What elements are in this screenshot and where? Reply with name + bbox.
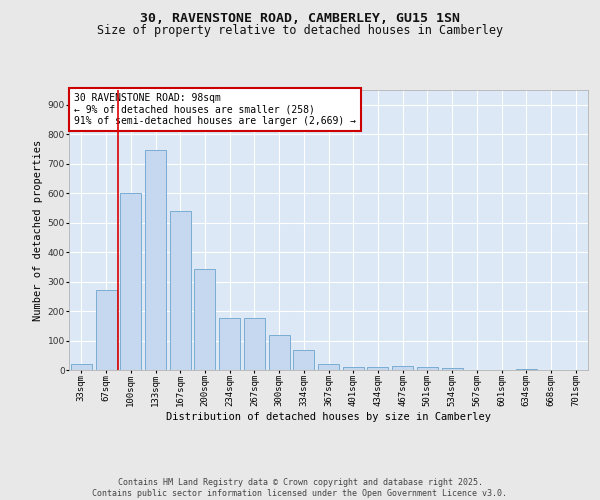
Bar — [318, 364, 339, 370]
Bar — [120, 193, 141, 370]
X-axis label: Distribution of detached houses by size in Camberley: Distribution of detached houses by size … — [166, 412, 491, 422]
Bar — [442, 368, 463, 370]
Bar — [293, 350, 314, 370]
Y-axis label: Number of detached properties: Number of detached properties — [34, 140, 43, 320]
Bar — [343, 367, 364, 370]
Bar — [219, 318, 240, 370]
Bar — [244, 318, 265, 370]
Bar — [194, 269, 215, 370]
Text: 30 RAVENSTONE ROAD: 98sqm
← 9% of detached houses are smaller (258)
91% of semi-: 30 RAVENSTONE ROAD: 98sqm ← 9% of detach… — [74, 93, 356, 126]
Bar — [269, 334, 290, 370]
Bar — [95, 290, 116, 370]
Text: Contains HM Land Registry data © Crown copyright and database right 2025.
Contai: Contains HM Land Registry data © Crown c… — [92, 478, 508, 498]
Text: Size of property relative to detached houses in Camberley: Size of property relative to detached ho… — [97, 24, 503, 37]
Bar — [516, 368, 537, 370]
Bar — [71, 364, 92, 370]
Bar — [417, 367, 438, 370]
Bar — [392, 366, 413, 370]
Bar — [145, 150, 166, 370]
Bar — [367, 367, 388, 370]
Text: 30, RAVENSTONE ROAD, CAMBERLEY, GU15 1SN: 30, RAVENSTONE ROAD, CAMBERLEY, GU15 1SN — [140, 12, 460, 26]
Bar — [170, 212, 191, 370]
